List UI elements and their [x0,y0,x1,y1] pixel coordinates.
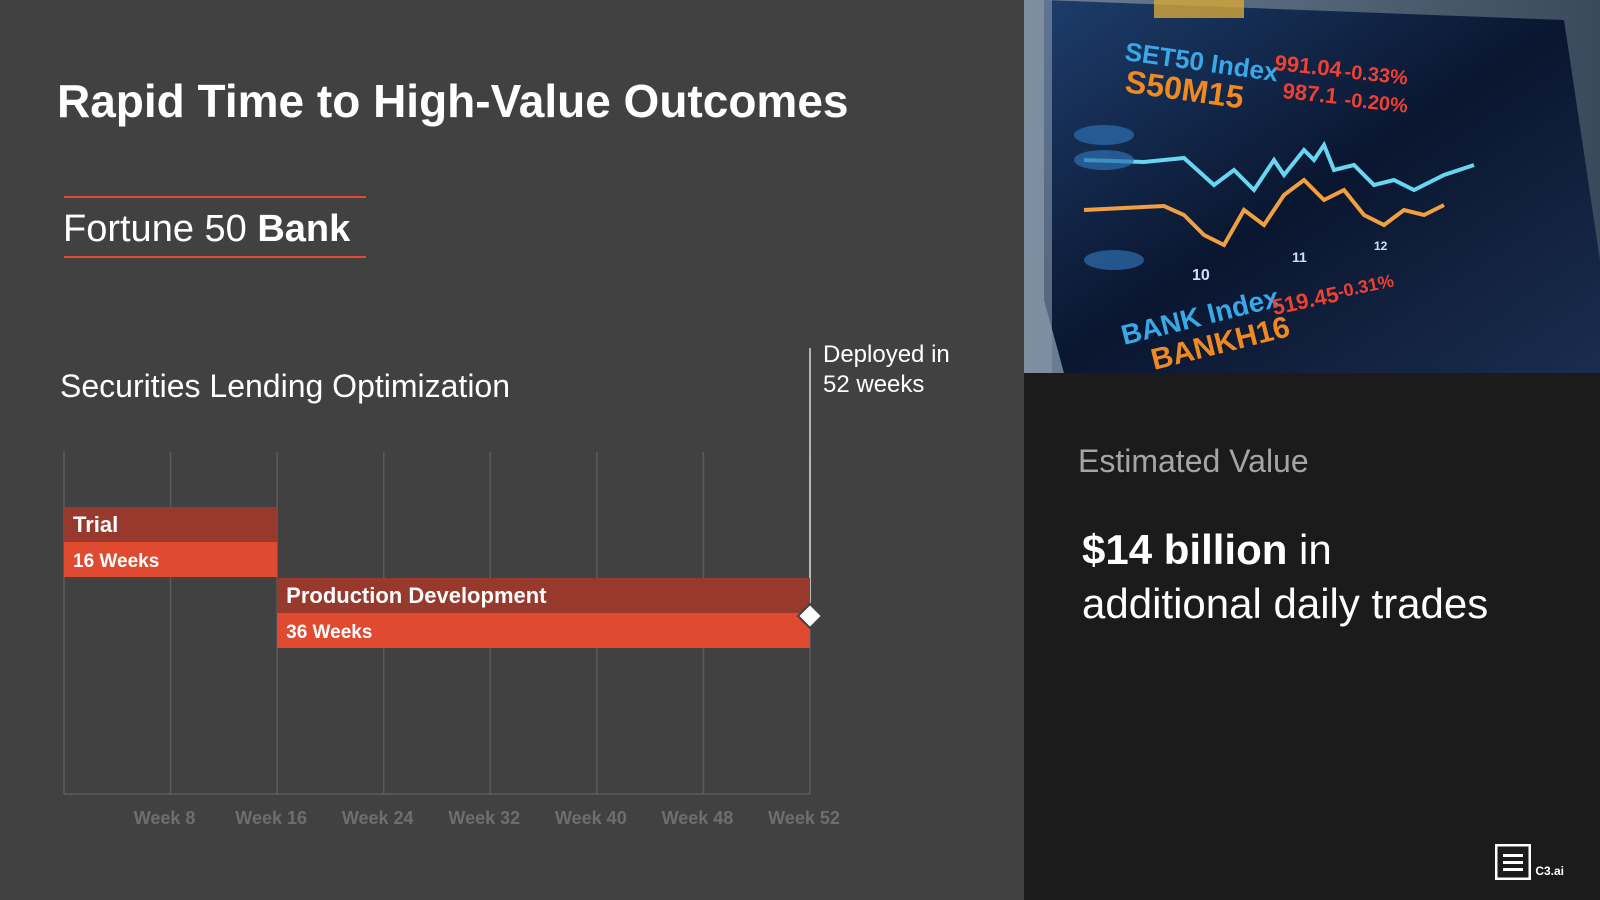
client-box: Fortune 50 Bank [63,196,366,258]
value-rest-1: in [1287,526,1332,573]
client-bold: Bank [257,208,351,250]
task-duration-label: 16 Weeks [73,551,159,572]
ticker-text-11: 11 [1292,249,1307,265]
ticker-text-10: 10 [1192,267,1210,284]
task-duration-label: 36 Weeks [286,622,372,643]
blur-dot [1084,250,1144,270]
company-logo: C3.ai [1495,844,1564,880]
stock-ticker-image: SET50 Index S50M15 991.04 -0.33% 987.1 -… [1024,0,1600,373]
gantt-bar-top [64,507,278,542]
tick-label: Week 24 [342,808,414,828]
task-name-label: Production Development [286,583,547,608]
client-name: Fortune 50 Bank [63,208,350,251]
estimated-value-label: Estimated Value [1078,443,1309,479]
tick-label: Week 16 [235,808,307,828]
ticker-text-4: 987.1 [1281,78,1338,109]
blur-dot [1074,150,1134,170]
gantt-bar-bottom [64,542,278,577]
tick-label: Week 8 [134,808,196,828]
logo-text: C3.ai [1535,864,1564,878]
blue-line [1083,140,1475,194]
header-strip [1154,0,1244,18]
monitor-edge [1024,0,1052,373]
milestone-diamond [796,602,824,630]
c3-logo-icon [1495,844,1532,880]
orange-line [1083,177,1445,248]
blur-dot [1074,125,1134,145]
screen [1044,0,1600,373]
deployed-line-2: 52 weeks [823,371,925,398]
gantt-bar-bottom [277,613,811,648]
estimated-value: $14 billion in additional daily trades [1082,523,1582,631]
stock-ticker-illustration: SET50 Index S50M15 991.04 -0.33% 987.1 -… [1024,0,1600,373]
deployed-line-1: Deployed in [823,341,950,368]
tick-label: Week 32 [448,808,520,828]
task-name-label: Trial [73,512,118,537]
left-panel: Rapid Time to High-Value Outcomes Fortun… [57,75,1003,828]
gantt-chart: Week 8 Week 16 Week 24 Week 32 Week 40 Week 4… [63,348,840,828]
tick-label: Week 48 [662,808,734,828]
ticker-text-12: 12 [1374,239,1388,253]
value-amount: $14 billion [1082,526,1288,573]
slide-title: Rapid Time to High-Value Outcomes [57,75,849,127]
client-prefix: Fortune 50 [63,208,247,250]
value-rest-2: additional daily trades [1082,580,1489,627]
gantt-bar-top [277,578,811,613]
tick-label: Week 52 [768,808,840,828]
use-case-title: Securities Lending Optimization [60,368,511,404]
value-panel: Estimated Value $14 billion in additiona… [1024,373,1600,900]
deployed-annotation: Deployed in 52 weeks [823,340,1003,400]
tick-label: Week 40 [555,808,627,828]
